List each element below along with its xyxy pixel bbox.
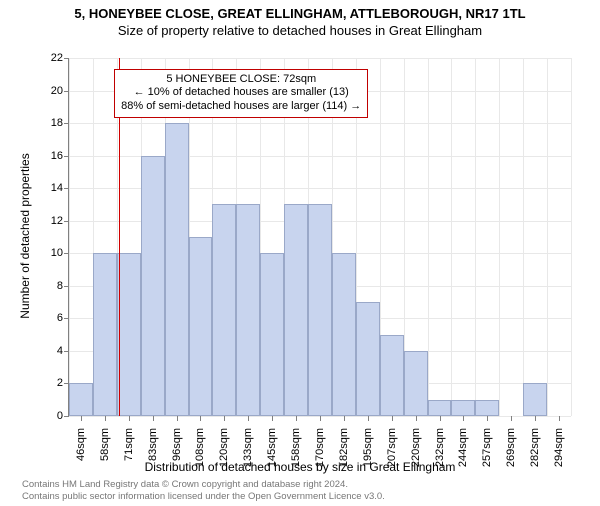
x-tick-label: 46sqm [75, 428, 87, 461]
x-tick-mark [153, 416, 154, 421]
x-tick-label: 96sqm [171, 428, 183, 461]
gridline-vertical [69, 58, 70, 416]
x-tick-mark [440, 416, 441, 421]
histogram-bar [117, 253, 141, 416]
histogram-bar [236, 204, 260, 416]
x-tick-label: 58sqm [99, 428, 111, 461]
x-tick-mark [248, 416, 249, 421]
x-tick-mark [487, 416, 488, 421]
histogram-bar [523, 383, 547, 416]
y-tick-label: 14 [51, 182, 63, 194]
gridline-vertical [428, 58, 429, 416]
y-tick-label: 8 [57, 280, 63, 292]
histogram-bar [428, 400, 452, 416]
y-tick-label: 16 [51, 150, 63, 162]
x-tick-mark [320, 416, 321, 421]
x-axis-title: Distribution of detached houses by size … [0, 460, 600, 474]
x-tick-label: 71sqm [123, 428, 135, 461]
x-tick-mark [224, 416, 225, 421]
histogram-bar [212, 204, 236, 416]
plot-area: 024681012141618202246sqm58sqm71sqm83sqm9… [68, 58, 571, 417]
y-tick-mark [64, 416, 69, 417]
y-tick-label: 2 [57, 377, 63, 389]
footer-line-2: Contains public sector information licen… [22, 491, 385, 502]
histogram-bar [93, 253, 117, 416]
gridline-vertical [451, 58, 452, 416]
x-tick-mark [105, 416, 106, 421]
y-tick-label: 22 [51, 52, 63, 64]
footer-attribution: Contains HM Land Registry data © Crown c… [22, 479, 385, 502]
y-tick-label: 12 [51, 215, 63, 227]
annotation-box: 5 HONEYBEE CLOSE: 72sqm← 10% of detached… [114, 69, 368, 118]
histogram-bar [475, 400, 499, 416]
chart-title-main: 5, HONEYBEE CLOSE, GREAT ELLINGHAM, ATTL… [0, 6, 600, 21]
histogram-bar [404, 351, 428, 416]
gridline-vertical [547, 58, 548, 416]
histogram-bar [308, 204, 332, 416]
gridline-vertical [499, 58, 500, 416]
x-tick-mark [344, 416, 345, 421]
x-tick-mark [129, 416, 130, 421]
y-tick-label: 0 [57, 410, 63, 422]
gridline-horizontal [69, 58, 571, 59]
x-tick-mark [559, 416, 560, 421]
x-tick-mark [392, 416, 393, 421]
y-tick-label: 4 [57, 345, 63, 357]
x-tick-mark [81, 416, 82, 421]
annotation-line-1: 5 HONEYBEE CLOSE: 72sqm [121, 73, 361, 87]
chart-title-sub: Size of property relative to detached ho… [0, 23, 600, 38]
x-tick-mark [200, 416, 201, 421]
x-tick-mark [272, 416, 273, 421]
x-tick-mark [535, 416, 536, 421]
histogram-bar [284, 204, 308, 416]
x-tick-mark [296, 416, 297, 421]
x-tick-label: 83sqm [147, 428, 159, 461]
annotation-line-2: ← 10% of detached houses are smaller (13… [121, 86, 361, 100]
gridline-vertical [571, 58, 572, 416]
x-tick-mark [511, 416, 512, 421]
x-tick-mark [177, 416, 178, 421]
footer-line-1: Contains HM Land Registry data © Crown c… [22, 479, 385, 490]
y-tick-label: 10 [51, 247, 63, 259]
histogram-bar [189, 237, 213, 416]
histogram-bar [332, 253, 356, 416]
gridline-vertical [523, 58, 524, 416]
histogram-bar [69, 383, 93, 416]
histogram-bar [141, 156, 165, 416]
x-tick-mark [416, 416, 417, 421]
gridline-horizontal [69, 123, 571, 124]
annotation-line-3: 88% of semi-detached houses are larger (… [121, 100, 361, 114]
x-tick-mark [368, 416, 369, 421]
y-tick-label: 20 [51, 85, 63, 97]
histogram-bar [260, 253, 284, 416]
histogram-bar [451, 400, 475, 416]
histogram-bar [165, 123, 189, 416]
y-tick-label: 6 [57, 312, 63, 324]
x-tick-mark [463, 416, 464, 421]
histogram-bar [356, 302, 380, 416]
gridline-vertical [475, 58, 476, 416]
y-tick-label: 18 [51, 117, 63, 129]
histogram-bar [380, 335, 404, 416]
y-axis-title: Number of detached properties [18, 153, 32, 318]
